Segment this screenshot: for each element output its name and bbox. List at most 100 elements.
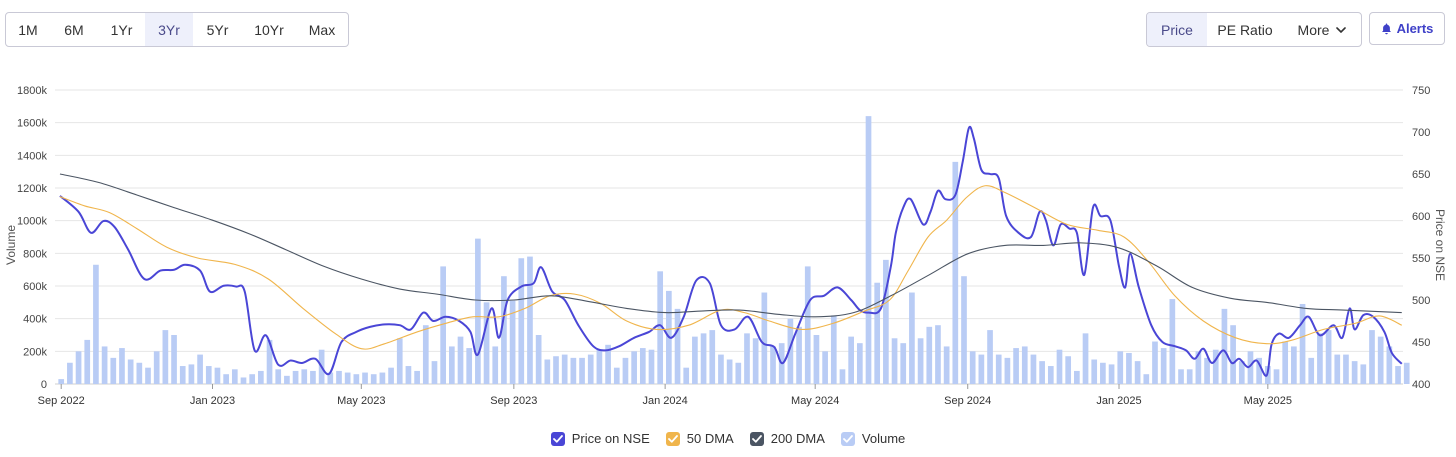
volume-bar	[961, 276, 967, 384]
volume-bar	[292, 370, 299, 384]
view-button-price[interactable]: Price	[1147, 13, 1207, 46]
volume-bar	[865, 116, 872, 384]
volume-bar	[448, 346, 455, 384]
volume-bar	[622, 357, 629, 384]
x-tick-label: Sep 2023	[490, 395, 537, 407]
volume-bar	[388, 367, 394, 384]
volume-bar	[639, 348, 646, 384]
alerts-button[interactable]: Alerts	[1369, 12, 1445, 45]
volume-bar	[1082, 333, 1089, 384]
checkbox-icon[interactable]	[749, 431, 764, 446]
volume-bar	[275, 369, 282, 384]
volume-bar	[1238, 361, 1245, 384]
volume-bar	[336, 370, 342, 384]
volume-bar	[405, 366, 412, 384]
volume-bar	[266, 339, 273, 384]
volume-bar	[1247, 351, 1254, 384]
axes: 0 200k 400k 600k 800k 1000k 1200k 1400k 1600k 180…	[4, 85, 1447, 407]
series-line-200-dma	[59, 173, 1402, 318]
volume-bar	[119, 348, 125, 384]
volume-bar	[1369, 330, 1375, 384]
volume-bar	[1317, 333, 1323, 384]
x-tick-label: Jan 2023	[190, 395, 235, 407]
y-left-tick-label: 1400k	[17, 150, 47, 162]
volume-bar	[570, 357, 577, 384]
volume-bar	[327, 372, 334, 384]
volume-bar	[249, 374, 256, 384]
checkbox-icon[interactable]	[840, 431, 855, 446]
volume-bar	[527, 256, 533, 384]
volume-bar	[796, 326, 802, 384]
volume-bar	[1273, 369, 1280, 384]
legend-item-price-on-nse[interactable]: Price on NSE	[550, 431, 650, 446]
volume-bar	[1091, 359, 1098, 384]
volume-bar	[188, 364, 195, 384]
volume-bar	[692, 336, 698, 384]
volume-bar	[683, 367, 690, 384]
volume-bar	[136, 362, 143, 384]
legend-label: 200 DMA	[770, 431, 825, 446]
volume-bar	[1308, 357, 1315, 384]
legend-item-200-dma[interactable]: 200 DMA	[749, 431, 825, 446]
view-button-more[interactable]: More	[1283, 13, 1361, 46]
volume-bar	[431, 361, 438, 384]
volume-bar	[284, 375, 290, 384]
y-right-tick-label: 400	[1412, 379, 1430, 391]
volume-bar	[1395, 366, 1401, 384]
volume-bar	[1108, 364, 1115, 384]
volume-bar	[145, 367, 151, 384]
volume-bar	[1386, 346, 1393, 384]
volume-bar	[822, 351, 828, 384]
range-button-max[interactable]: Max	[308, 21, 336, 38]
volume-bar	[535, 335, 542, 384]
range-button-5yr[interactable]: 5Yr	[206, 21, 229, 38]
volume-bar	[596, 349, 603, 384]
volume-bar	[492, 346, 499, 384]
volume-bar	[1134, 361, 1141, 384]
volume-bar	[153, 351, 160, 384]
volume-bar	[830, 315, 837, 384]
view-button-pe-ratio[interactable]: PE Ratio	[1207, 13, 1283, 46]
legend-item-50-dma[interactable]: 50 DMA	[665, 431, 734, 446]
volume-bar	[605, 344, 611, 384]
range-button-10yr[interactable]: 10Yr	[254, 21, 284, 38]
volume-bar	[379, 372, 386, 384]
volume-bar	[171, 335, 177, 384]
volume-bar	[909, 292, 915, 384]
volume-bar	[501, 276, 507, 384]
range-button-6m[interactable]: 6M	[64, 21, 84, 38]
y-right-tick-label: 450	[1412, 337, 1430, 349]
y-left-tick-label: 1600k	[17, 118, 47, 130]
volume-bar	[1291, 346, 1297, 384]
y-left-tick-label: 600k	[23, 281, 47, 293]
volume-bar	[978, 354, 985, 384]
range-button-1yr[interactable]: 1Yr	[110, 21, 133, 38]
volume-bar	[101, 346, 108, 384]
legend-item-volume[interactable]: Volume	[840, 431, 905, 446]
volume-bar	[1334, 354, 1341, 384]
alerts-label: Alerts	[1396, 21, 1434, 36]
volume-bar	[1117, 351, 1124, 384]
checkbox-icon[interactable]	[550, 431, 565, 446]
volume-bar	[1360, 364, 1367, 384]
volume-bar	[631, 351, 637, 384]
checkbox-icon[interactable]	[665, 431, 680, 446]
volume-bar	[804, 266, 811, 384]
volume-bar	[813, 335, 820, 384]
volume-bar	[353, 374, 360, 384]
range-button-1m[interactable]: 1M	[18, 21, 38, 38]
volume-bar	[1377, 336, 1384, 384]
y-right-tick-label: 550	[1412, 253, 1430, 265]
legend-label: Price on NSE	[571, 431, 650, 446]
volume-bar	[214, 367, 221, 384]
volume-bar	[969, 351, 976, 384]
y-left-tick-label: 1200k	[17, 183, 47, 195]
volume-bar	[744, 333, 750, 384]
x-tick-label: Sep 2024	[944, 395, 991, 407]
volume-bar	[1256, 357, 1262, 384]
volume-bar	[58, 379, 65, 384]
volume-bar	[518, 258, 525, 384]
volume-bar	[1343, 354, 1349, 384]
volume-bar	[943, 346, 950, 384]
range-button-3yr[interactable]: 3Yr	[145, 13, 193, 46]
